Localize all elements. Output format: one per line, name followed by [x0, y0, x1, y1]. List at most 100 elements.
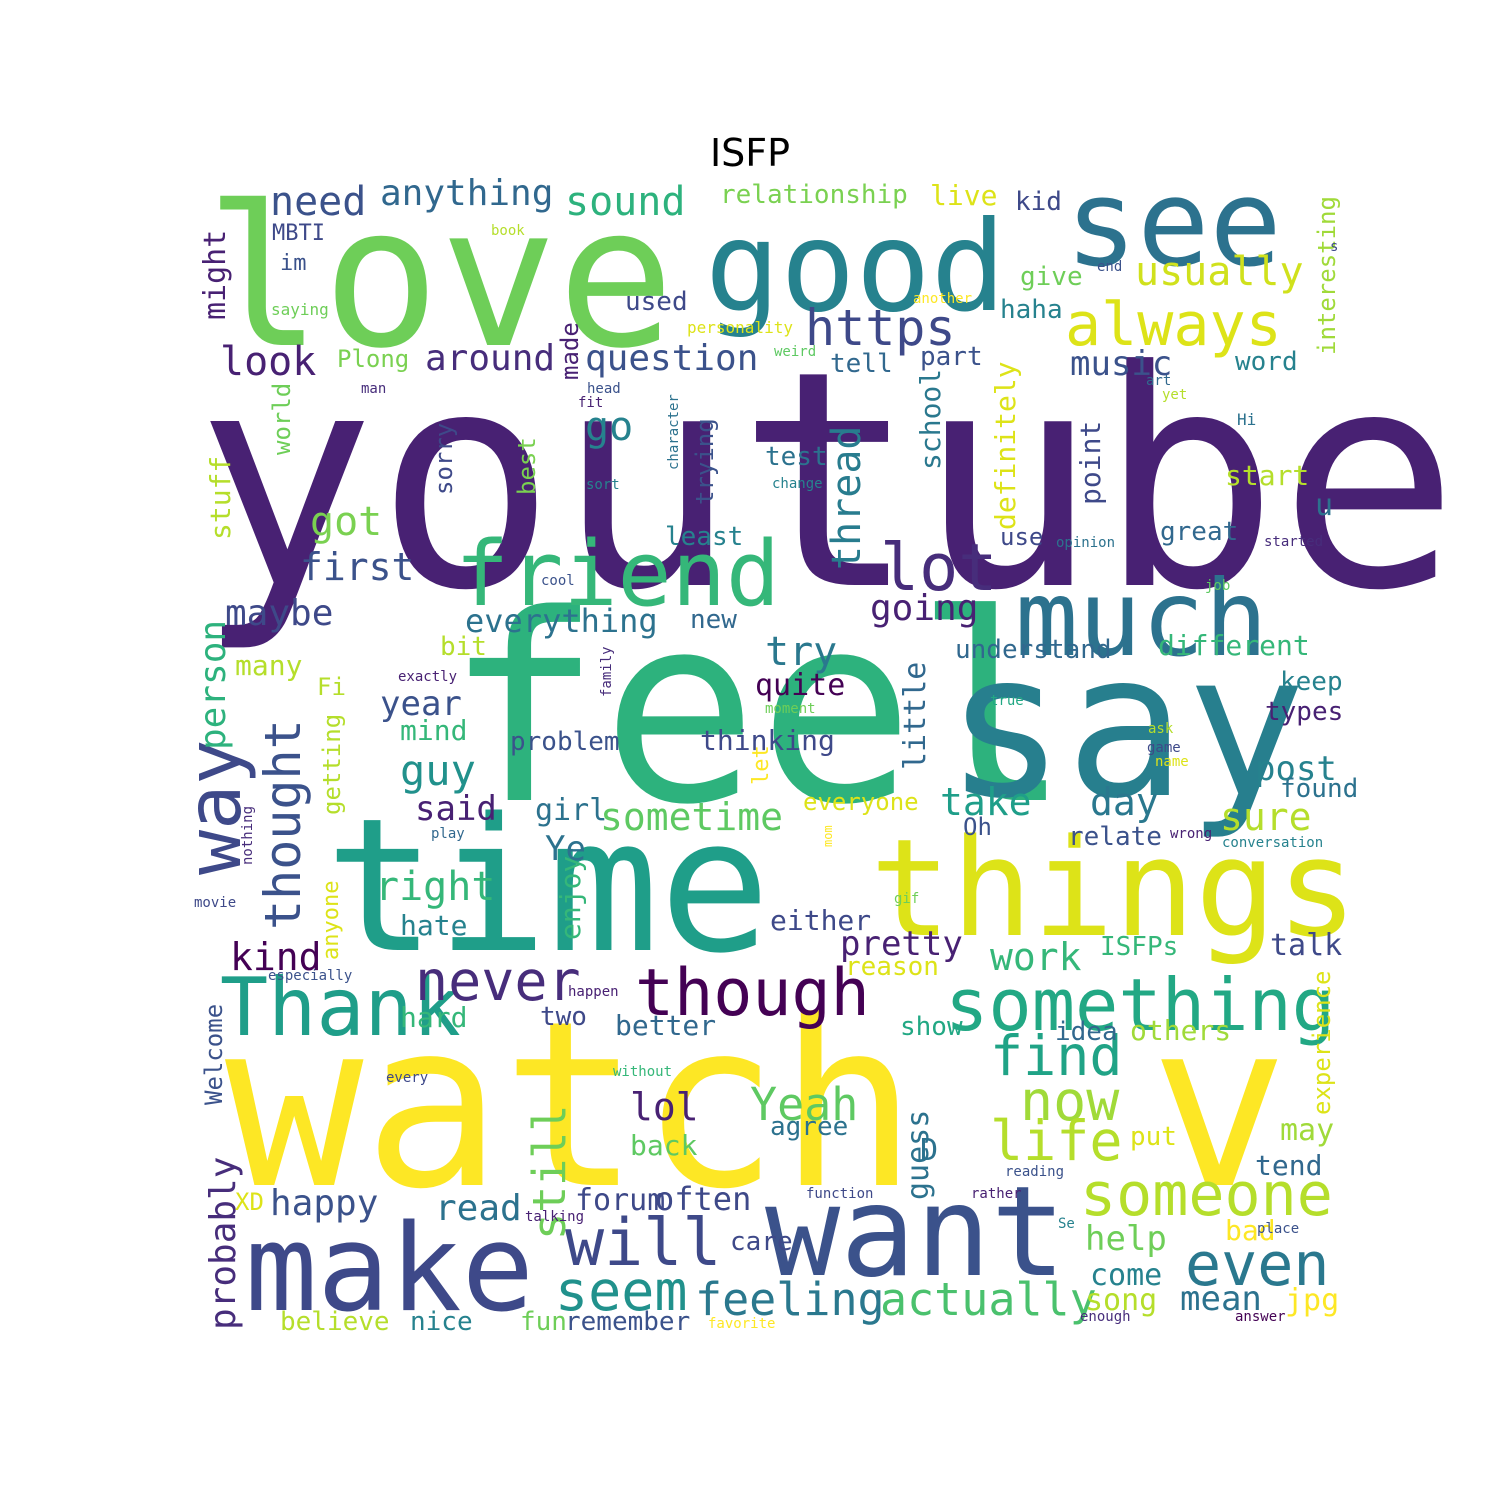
word-test: test — [765, 442, 828, 472]
word-se: Se — [1058, 1216, 1075, 1232]
word-day: day — [1090, 780, 1159, 824]
word-youtube: youtube — [195, 307, 1459, 656]
word-s: s — [1330, 239, 1338, 255]
word-kid: kid — [1015, 187, 1062, 217]
word-weird: weird — [774, 344, 816, 360]
word-types: types — [1265, 697, 1343, 727]
word-still: still — [523, 1105, 576, 1240]
word-will: will — [565, 1206, 722, 1281]
word-gif: gif — [894, 891, 919, 907]
word-v: v — [1150, 973, 1288, 1240]
word-talking: talking — [525, 1209, 584, 1225]
word-two: two — [540, 1002, 587, 1032]
word-u: u — [1315, 488, 1333, 523]
word-talk: talk — [1270, 928, 1342, 963]
word-movie: movie — [194, 895, 236, 911]
word-mean: mean — [1180, 1279, 1262, 1319]
word-mind: mind — [400, 714, 467, 747]
word-feeling: feeling — [695, 1273, 885, 1326]
word-fi: Fi — [317, 673, 346, 701]
word-little: little — [898, 662, 933, 770]
word-saying: saying — [271, 300, 329, 319]
word-understand: understand — [955, 635, 1112, 665]
chart-title: ISFP — [709, 131, 791, 175]
word-let: let — [749, 745, 774, 785]
word-ye: Ye — [545, 829, 586, 869]
word-especially: especially — [268, 968, 352, 984]
word-favorite: favorite — [708, 1316, 775, 1332]
word-function: function — [806, 1186, 873, 1202]
word-personality: personality — [687, 318, 793, 337]
word-believe: believe — [280, 1307, 390, 1337]
word-name: name — [1155, 754, 1189, 770]
word-point: point — [1074, 421, 1107, 505]
word-actually: actually — [880, 1273, 1097, 1326]
word-read: read — [435, 1188, 522, 1229]
word-live: live — [930, 179, 997, 212]
word-seem: seem — [555, 1259, 687, 1323]
word-anything: anything — [380, 173, 553, 214]
word-sound: sound — [565, 179, 685, 225]
word-girl: girl — [535, 793, 607, 828]
word-got: got — [310, 499, 382, 545]
word-love: love — [205, 164, 675, 391]
word-find: find — [990, 1024, 1122, 1088]
word-life: life — [990, 1109, 1122, 1173]
word-give: give — [1020, 262, 1083, 292]
word-right: right — [375, 864, 495, 910]
word-head: head — [587, 381, 621, 397]
word-help: help — [1085, 1219, 1167, 1259]
word-guess: guess — [901, 1110, 936, 1200]
word-usually: usually — [1135, 249, 1304, 295]
word-job: job — [1205, 578, 1230, 594]
word-need: need — [270, 179, 366, 225]
word-true: true — [990, 693, 1024, 709]
word-anyone: anyone — [319, 881, 344, 960]
word-either: either — [770, 904, 871, 937]
word-everything: everything — [465, 602, 658, 640]
word-see: see — [1065, 155, 1282, 294]
word-cool: cool — [541, 573, 575, 589]
word-least: least — [665, 522, 743, 552]
word-fun: fun — [520, 1307, 567, 1337]
word-nothing: nothing — [240, 806, 256, 865]
word-keep: keep — [1280, 667, 1343, 697]
word-quite: quite — [755, 668, 845, 703]
word-tend: tend — [1255, 1149, 1322, 1182]
word-jpg: jpg — [1285, 1283, 1339, 1318]
word-someone: someone — [1080, 1160, 1333, 1230]
word-time: time — [325, 778, 771, 994]
word-started: started — [1264, 534, 1323, 550]
word-made: made — [556, 322, 584, 380]
word-yet: yet — [1162, 387, 1187, 403]
word-remember: remember — [565, 1307, 690, 1337]
word-guy: guy — [400, 746, 476, 795]
word-start: start — [1225, 459, 1309, 492]
word-part: part — [920, 342, 983, 372]
word-watch: watch — [225, 973, 917, 1240]
word-oh: Oh — [963, 813, 992, 841]
word-probably: probably — [203, 1157, 244, 1330]
word-fit: fit — [578, 395, 603, 411]
word-even: even — [1185, 1230, 1330, 1300]
word-school: school — [914, 369, 947, 470]
word-book: book — [491, 223, 525, 239]
word-first: first — [300, 545, 414, 589]
word-end: end — [1097, 259, 1122, 275]
word-thread: thread — [824, 426, 870, 571]
word-show: show — [900, 1012, 963, 1042]
word-plong: Plong — [337, 345, 409, 373]
word-sorry: sorry — [430, 423, 458, 495]
word-problem: problem — [510, 727, 620, 757]
word-maybe: maybe — [225, 593, 333, 634]
word-better: better — [615, 1009, 716, 1042]
word-hard: hard — [400, 1001, 467, 1034]
word-family: family — [599, 646, 615, 697]
word-though: though — [635, 956, 870, 1031]
word-around: around — [425, 338, 555, 379]
word-thinking: thinking — [700, 724, 835, 757]
word-way: way — [170, 740, 258, 875]
word-work: work — [990, 935, 1082, 979]
word-conversation: conversation — [1222, 835, 1323, 851]
